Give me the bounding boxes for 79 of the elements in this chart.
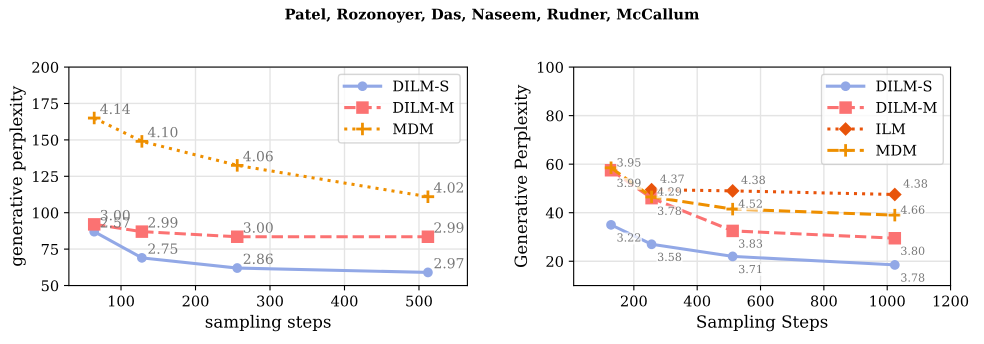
annotation: 2.99	[434, 222, 464, 233]
x-tick-label: 800	[810, 296, 837, 307]
legend-label: MDM	[876, 144, 916, 156]
y-tick-label: 200	[32, 62, 58, 73]
annotation: 4.14	[100, 104, 130, 114]
legend-label: ILM	[876, 123, 906, 134]
x-axis-title: sampling steps	[206, 314, 331, 332]
x-tick-label: 300	[257, 296, 283, 307]
x-tick-label: 200	[620, 296, 647, 307]
point	[726, 224, 739, 238]
point	[888, 232, 902, 244]
x-tick-label: 1000	[870, 296, 905, 307]
y-tick-label: 125	[33, 171, 58, 182]
point	[136, 225, 148, 238]
y-axis-title: Generative Perplexity	[514, 84, 531, 268]
point	[603, 160, 619, 176]
point	[88, 218, 100, 231]
point	[422, 230, 434, 243]
annotation: 4.06	[243, 150, 273, 162]
annotation: 3.71	[739, 264, 762, 274]
legend-label: DILM-M	[393, 102, 454, 113]
point	[86, 110, 102, 126]
x-tick-label: 500	[406, 296, 432, 307]
annotation: 4.37	[660, 174, 684, 183]
annotation: 3.80	[901, 246, 924, 256]
legend-label: MDM	[393, 123, 434, 134]
annotation: 3.83	[739, 239, 762, 248]
point	[888, 188, 902, 202]
legend-label: DILM-M	[876, 102, 937, 113]
point	[232, 263, 242, 273]
y-tick-label: 80	[546, 110, 563, 122]
annotation: 4.38	[903, 179, 928, 188]
x-tick-label: 400	[684, 296, 710, 307]
legend-label: DILM-S	[393, 80, 448, 92]
y-tick-label: 100	[538, 62, 563, 73]
annotation: 3.00	[244, 222, 273, 233]
annotation: 3.95	[617, 158, 640, 167]
y-tick-label: 75	[42, 244, 58, 255]
annotation: 4.29	[657, 187, 682, 196]
y-tick-label: 60	[546, 158, 563, 170]
y-tick-label: 150	[33, 134, 58, 146]
point	[230, 158, 245, 174]
y-tick-label: 100	[33, 207, 58, 218]
text: Patel, Rozonoyer, Das, Naseem, Rudner, McCallum	[285, 8, 700, 23]
point	[890, 260, 900, 270]
annotation: 4.02	[434, 182, 464, 193]
point	[887, 207, 902, 223]
annotation: 4.38	[741, 176, 765, 184]
x-tick-label: 200	[182, 296, 208, 307]
y-tick-label: 20	[546, 256, 563, 267]
annotation: 4.10	[148, 126, 178, 138]
annotation: 3.78	[658, 206, 682, 215]
annotation: 2.75	[148, 243, 178, 254]
annotation: 3.99	[617, 178, 641, 188]
point	[646, 239, 656, 250]
x-tick-label: 100	[108, 296, 134, 307]
annotation: 4.52	[738, 199, 762, 208]
point	[423, 268, 433, 278]
point	[606, 220, 616, 230]
point	[137, 252, 147, 263]
y-tick-label: 175	[33, 98, 58, 110]
x-tick-label: 1200	[934, 296, 968, 307]
point	[728, 252, 738, 262]
x-tick-label: 600	[748, 296, 774, 307]
annotation: 2.97	[434, 258, 464, 268]
annotation: 3.78	[901, 273, 924, 282]
annotation: 3.58	[658, 252, 682, 262]
legend-label: DILM-S	[876, 80, 932, 92]
point	[230, 230, 244, 243]
annotation: 4.66	[900, 206, 924, 214]
annotation: 3.22	[617, 233, 640, 242]
y-axis-title: generative perplexity	[9, 86, 26, 266]
y-tick-label: 50	[42, 280, 58, 292]
annotation: 2.86	[244, 254, 273, 264]
annotation: 2.99	[148, 217, 178, 228]
x-tick-label: 400	[331, 296, 358, 307]
point	[726, 184, 740, 198]
x-axis-title: Sampling Steps	[697, 314, 828, 332]
y-tick-label: 40	[546, 207, 563, 218]
